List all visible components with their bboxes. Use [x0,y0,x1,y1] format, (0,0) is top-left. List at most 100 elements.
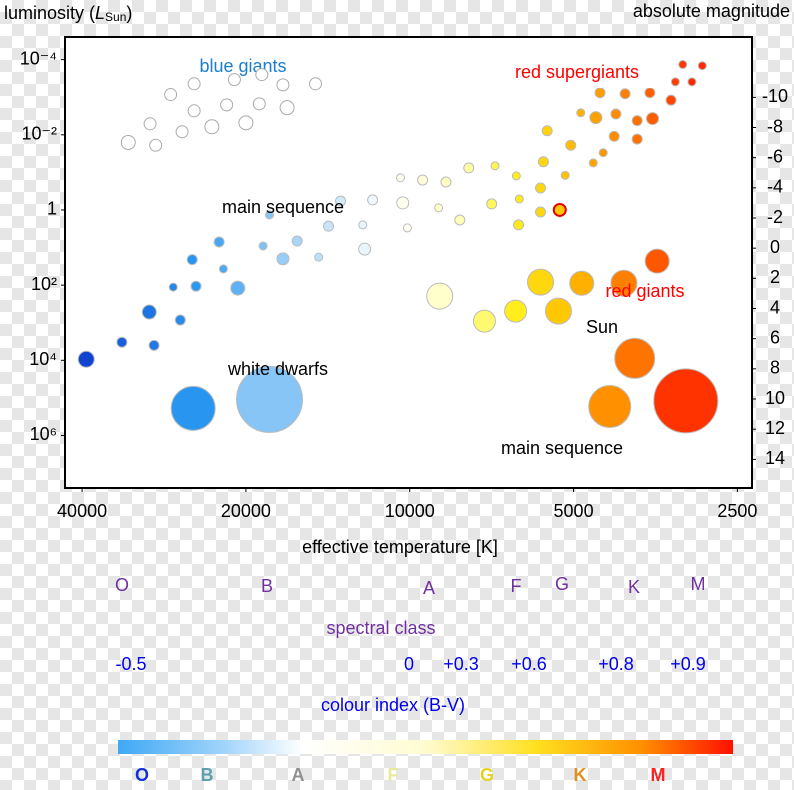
star [204,119,220,135]
y-unit-sub: Sun [105,10,126,24]
y2-tick-label: -10 [762,86,788,106]
y2-tick-label: -2 [767,207,783,227]
y2-tick-label: 4 [770,297,780,317]
spectral-class: B [261,576,273,596]
star [434,203,444,213]
star [440,176,452,188]
spectral-class: G [555,574,569,594]
series-label: red giants [605,281,684,301]
star [511,171,521,181]
star [291,235,303,247]
spectral-class: K [628,577,640,597]
star [552,202,567,217]
star [335,195,347,207]
star [279,100,295,116]
colour-index: +0.3 [443,654,479,674]
y2-axis-label: absolute magnitude [633,1,790,21]
star [220,98,234,112]
star [513,219,525,231]
star [149,138,163,152]
label-bg [485,58,667,88]
bar-class: B [201,765,214,785]
star [396,196,410,210]
bar-class: A [292,765,305,785]
colour-label: colour index (B-V) [321,695,465,715]
star [265,210,275,220]
series-label: white dwarfs [227,359,328,379]
star [687,77,697,87]
x-tick-label: 10000 [385,501,435,521]
star [417,174,429,186]
star [598,148,608,158]
star [358,220,368,230]
bar-class: G [480,765,494,785]
star [653,368,719,434]
bar-class: K [574,765,587,785]
y-unit: L [95,3,105,23]
y-tick-label: 10⁶ [30,424,57,444]
star [170,385,216,431]
y-tick-label: 10⁴ [29,349,57,369]
star [560,170,570,180]
y2-tick-label: 2 [770,267,780,287]
series-label: main sequence [222,197,344,217]
colour-index: +0.8 [598,654,634,674]
star [535,206,547,218]
star [486,198,498,210]
y2-tick-label: 0 [770,237,780,257]
star [646,112,660,126]
star [168,282,178,292]
star [238,115,254,131]
y2-tick-label: 14 [765,448,785,468]
y-tick-label: 10⁻⁴ [20,48,57,68]
spectral-class: F [511,576,522,596]
star [187,77,201,91]
star [252,97,266,111]
star [631,115,643,127]
series-label: blue giants [199,56,286,76]
star [186,254,198,266]
bar-class: F [388,765,399,785]
y-tick-label: 1 [47,199,57,219]
star [276,78,290,92]
y2-tick-label: 6 [770,327,780,347]
star [236,365,304,433]
y2-tick-label: 12 [765,418,785,438]
series-label: red supergiants [515,62,639,82]
label-bg [175,52,310,82]
star [608,130,620,142]
star [426,282,454,310]
y2-tick-label: -6 [767,146,783,166]
star [527,268,555,296]
star [544,297,572,325]
y2-tick-label: -8 [767,116,783,136]
star [227,73,241,87]
star [697,61,707,71]
star [187,104,201,118]
star [358,242,372,256]
star [213,236,225,248]
star [610,108,622,120]
series-label: Sun [586,317,618,337]
star [490,161,500,171]
star [141,304,157,320]
y-tick-label: 10² [31,274,57,294]
star [454,214,466,226]
star [504,299,528,323]
colour-index: 0 [404,654,414,674]
star [594,87,606,99]
bar-class: M [651,765,666,785]
annotation: main sequence [501,438,623,458]
star [258,241,268,251]
star [541,125,553,137]
colour-index: +0.9 [670,654,706,674]
x-tick-label: 20000 [221,501,271,521]
spectral-label: spectral class [326,618,435,638]
x-axis-label: effective temperature [K] [302,537,498,557]
star [619,88,631,100]
star [276,252,290,266]
star [589,111,603,125]
star [255,68,269,82]
star [190,280,202,292]
